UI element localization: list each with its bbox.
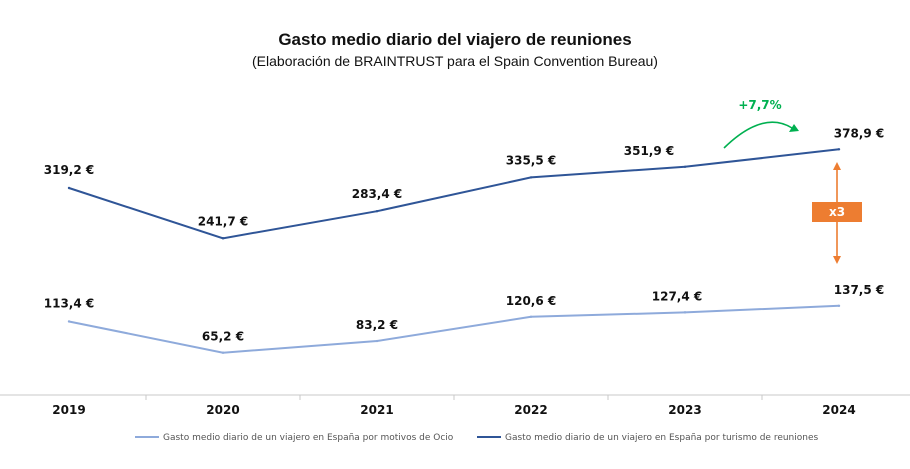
ratio-label: x3 — [829, 205, 845, 219]
data-label: 113,4 € — [44, 296, 94, 310]
ratio-arrow-head-up — [833, 162, 841, 170]
growth-arrow — [723, 121, 796, 149]
series-line-0 — [68, 304, 840, 354]
growth-label: +7,7% — [738, 98, 781, 112]
data-point — [837, 304, 841, 308]
chart-title: Gasto medio diario del viajero de reunio… — [278, 30, 632, 49]
data-label: 83,2 € — [356, 318, 398, 332]
data-point — [375, 210, 379, 213]
x-tick-label: 2020 — [206, 403, 239, 417]
data-label: 137,5 € — [834, 283, 884, 297]
data-point — [529, 315, 533, 318]
legend-label-0: Gasto medio diario de un viajero en Espa… — [163, 433, 454, 443]
data-point — [221, 351, 225, 354]
data-point — [683, 311, 687, 314]
ratio-arrow-head-down — [833, 256, 841, 264]
data-label: 351,9 € — [624, 144, 674, 158]
data-point — [67, 320, 71, 323]
series-line-1 — [68, 148, 840, 240]
chart-subtitle: (Elaboración de BRAINTRUST para el Spain… — [252, 53, 658, 69]
ratio-box — [812, 202, 862, 222]
data-point — [221, 237, 225, 240]
data-point — [529, 176, 533, 179]
x-tick-label: 2023 — [668, 403, 701, 417]
data-label: 378,9 € — [834, 126, 884, 140]
data-point — [67, 186, 71, 190]
data-point — [375, 339, 379, 343]
x-tick-label: 2021 — [360, 403, 393, 417]
data-label: 120,6 € — [506, 294, 556, 308]
data-point — [837, 148, 841, 151]
data-label: 241,7 € — [198, 214, 248, 228]
data-label: 335,5 € — [506, 153, 556, 167]
data-label: 319,2 € — [44, 163, 94, 177]
data-label: 127,4 € — [652, 289, 702, 303]
data-label: 283,4 € — [352, 187, 402, 201]
legend-label-1: Gasto medio diario de un viajero en Espa… — [505, 433, 819, 443]
x-tick-label: 2019 — [52, 403, 85, 417]
data-label: 65,2 € — [202, 330, 244, 344]
x-tick-label: 2024 — [822, 403, 855, 417]
data-point — [683, 165, 687, 168]
x-tick-label: 2022 — [514, 403, 547, 417]
growth-arrow-head — [789, 124, 799, 132]
